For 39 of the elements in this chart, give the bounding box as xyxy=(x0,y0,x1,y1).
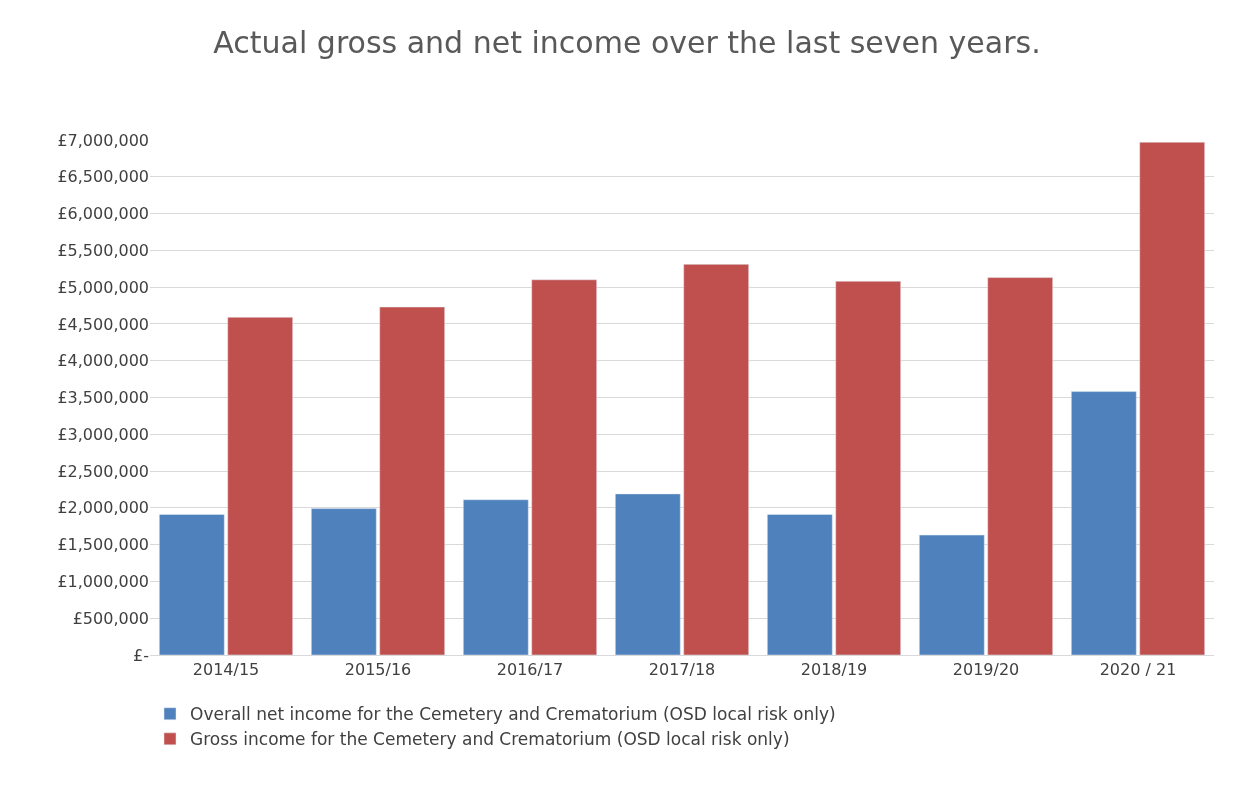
y-tick-label: £5,000,000 xyxy=(57,277,149,297)
bar xyxy=(227,317,293,655)
x-tick-label: 2019/20 xyxy=(952,660,1020,680)
x-tick-label: 2018/19 xyxy=(800,660,868,680)
bar xyxy=(919,534,985,655)
x-tick-label: 2020 / 21 xyxy=(1099,660,1177,680)
y-tick-label: £7,000,000 xyxy=(57,130,149,150)
y-tick-label: £5,500,000 xyxy=(57,240,149,260)
bar xyxy=(767,514,833,655)
y-tick-label: £500,000 xyxy=(72,608,149,628)
y-tick-label: £6,500,000 xyxy=(57,167,149,187)
x-tick-label: 2016/17 xyxy=(496,660,564,680)
bar xyxy=(463,499,529,655)
legend-label: Overall net income for the Cemetery and Crematorium (OSD local risk only) xyxy=(190,704,836,725)
y-tick-label: £2,000,000 xyxy=(57,498,149,518)
bar xyxy=(159,514,225,655)
y-tick-label: £3,000,000 xyxy=(57,424,149,444)
y-tick-label: £4,000,000 xyxy=(57,351,149,371)
y-tick-label: £1,500,000 xyxy=(57,535,149,555)
bar xyxy=(683,264,749,655)
bar xyxy=(987,277,1053,655)
bar xyxy=(379,306,445,655)
x-tick-label: 2015/16 xyxy=(344,660,412,680)
chart-title: Actual gross and net income over the last seven years. xyxy=(213,25,1041,61)
y-tick-label: £6,000,000 xyxy=(57,204,149,224)
legend-label: Gross income for the Cemetery and Crematorium (OSD local risk only) xyxy=(190,729,790,750)
bar xyxy=(311,508,377,655)
y-tick-label: £2,500,000 xyxy=(57,461,149,481)
bar xyxy=(531,279,597,655)
x-tick-label: 2014/15 xyxy=(192,660,260,680)
bar xyxy=(1139,141,1205,655)
y-tick-label: £4,500,000 xyxy=(57,314,149,334)
x-tick-label: 2017/18 xyxy=(648,660,716,680)
y-tick-label: £- xyxy=(133,645,149,665)
y-tick-label: £1,000,000 xyxy=(57,572,149,592)
bar xyxy=(1071,391,1137,655)
y-tick-label: £3,500,000 xyxy=(57,388,149,408)
bar xyxy=(615,493,681,655)
bar xyxy=(835,281,901,655)
